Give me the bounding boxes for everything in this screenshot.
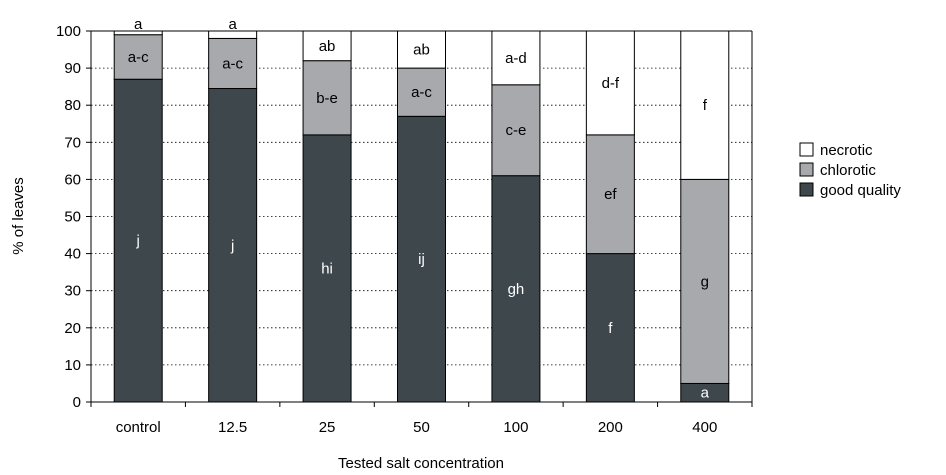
segment-label: a: [134, 16, 143, 33]
segment-labels: j a-c a j a-c a hi b-e ab ij a-c ab gh c-e a-d f ef d-f a g…: [128, 16, 710, 402]
legend-label: necrotic: [820, 142, 873, 159]
bar-segment: [680, 178, 730, 384]
legend-swatch: [799, 162, 814, 177]
segment-label: j: [230, 237, 234, 254]
bars: [113, 30, 730, 403]
segment-label: j: [136, 233, 140, 250]
x-tick-label: 50: [413, 419, 430, 436]
segment-label: a-c: [128, 49, 149, 66]
y-tick-label: 50: [64, 209, 81, 226]
legend-swatch: [799, 182, 814, 197]
y-tick-label: 60: [64, 171, 81, 188]
bar-segment: [302, 30, 352, 62]
x-tick-label: 25: [319, 419, 336, 436]
segment-label: a-c: [411, 84, 432, 101]
x-tick-label: control: [116, 419, 161, 436]
y-tick-label: 30: [64, 283, 81, 300]
bar-segment: [208, 88, 258, 403]
bar-segment: [585, 253, 635, 403]
bar-segment: [397, 30, 446, 69]
segment-label: f: [703, 97, 708, 114]
y-axis-title: % of leaves: [10, 177, 27, 255]
bar-segment: [113, 78, 163, 403]
legend-label: chlorotic: [820, 162, 876, 179]
segment-label: gh: [508, 281, 525, 298]
bar-segment: [208, 37, 258, 90]
x-axis-title: Tested salt concentration: [338, 455, 504, 472]
segment-label: f: [608, 320, 613, 337]
segment-label: a: [701, 385, 710, 402]
y-tick-label: 70: [64, 134, 81, 151]
segment-label: hi: [321, 260, 333, 277]
segment-label: a-c: [222, 55, 243, 72]
y-tick-label: 10: [64, 357, 81, 374]
y-tick-label: 20: [64, 320, 81, 337]
bar-segment: [113, 34, 163, 80]
segment-label: a: [228, 16, 237, 33]
segment-label: c-e: [506, 122, 527, 139]
y-tick-label: 100: [56, 23, 81, 40]
segment-label: b-e: [316, 90, 338, 107]
legend: necrotic chlorotic good quality: [799, 142, 901, 199]
y-tick-label: 40: [64, 246, 81, 263]
legend-swatch: [799, 142, 814, 157]
axes: 0 10 20 30 40 50 60 70 80 90 100 control 12.5 25 50 100…: [56, 23, 753, 436]
bar-segment: [585, 134, 635, 255]
x-tick-label: 100: [503, 419, 528, 436]
bar-segment: [585, 30, 635, 136]
bar-segment: [680, 30, 730, 180]
bar-segment: [491, 84, 541, 177]
segment-label: ij: [418, 251, 425, 268]
bar-segment: [397, 67, 446, 117]
x-tick-label: 12.5: [218, 419, 247, 436]
segment-label: ab: [319, 38, 336, 55]
legend-label: good quality: [820, 182, 901, 199]
segment-label: g: [701, 273, 709, 290]
segment-label: ef: [604, 186, 617, 203]
bar-segment: [491, 30, 541, 86]
y-tick-label: 80: [64, 97, 81, 114]
segment-label: a-d: [505, 50, 527, 67]
segment-label: ab: [413, 42, 430, 59]
y-tick-label: 0: [73, 394, 81, 411]
y-tick-label: 90: [64, 60, 81, 77]
segment-label: d-f: [602, 75, 620, 92]
x-tick-label: 400: [692, 419, 717, 436]
x-tick-label: 200: [598, 419, 623, 436]
